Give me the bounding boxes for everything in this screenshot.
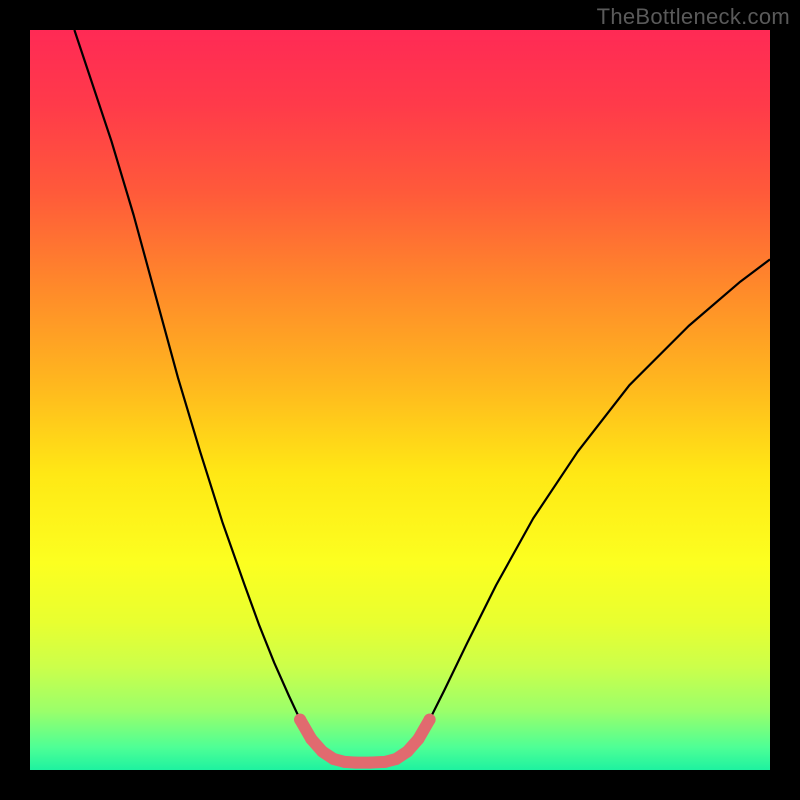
gradient-background xyxy=(30,30,770,770)
watermark-label: TheBottleneck.com xyxy=(597,4,790,30)
chart-outer: TheBottleneck.com xyxy=(0,0,800,800)
plot-svg xyxy=(30,30,770,770)
bottleneck-curve-plot xyxy=(30,30,770,770)
